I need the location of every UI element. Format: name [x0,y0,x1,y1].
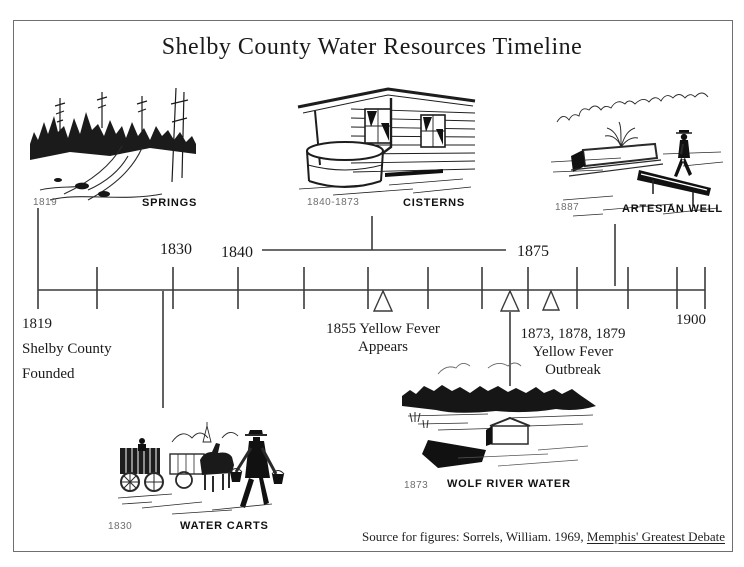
axis-label-1840: 1840 [221,244,253,261]
marker-1873-triangle [499,289,521,312]
water-cart-left [120,438,164,492]
water-carts-man [229,430,285,508]
springs-rocks [54,178,110,197]
artesian-well-illustration [550,92,724,217]
artesian-walking-man [674,130,692,177]
cisterns-illustration [297,87,476,196]
wolf-river-year-caption: 1873 [404,480,429,491]
wolf-river-jetty [422,440,486,468]
water-carts-illustration [117,422,285,515]
wolf-river-treeline [402,385,596,413]
founding-line-year: 1819 [22,316,52,332]
marker-1878-triangle [541,289,561,311]
water-carts-trees [171,422,239,443]
source-citation-work: Memphis' Greatest Debate [586,529,725,544]
water-carts-horse [200,443,234,492]
artesian-horizon [550,151,724,173]
page-border [13,20,733,552]
fever-1855-line2: Appears [358,339,408,355]
source-citation-text: Source for figures: Sorrels, William. 19… [362,529,587,544]
fever-outbreak-line3: Outbreak [545,362,601,378]
springs-year-caption: 1819 [33,197,58,208]
axis-label-1875: 1875 [517,243,549,260]
event-marker-triangles [372,289,561,312]
springs-illustration [30,87,196,201]
water-carts-ground [117,493,273,515]
water-cart-middle [169,453,205,489]
timeline-ticks [37,267,706,309]
fever-1855-annotation: 1855 Yellow Fever Appears [313,320,453,356]
fever-1855-line1: 1855 Yellow Fever [326,321,440,337]
marker-1855-triangle [372,289,394,312]
wolf-river-water-lines [407,413,594,431]
source-citation: Source for figures: Sorrels, William. 19… [362,529,725,545]
founding-line-founded: Founded [22,366,75,382]
artesian-skyline [556,92,709,123]
artesian-fountain [604,121,639,148]
springs-forest [30,87,196,183]
fever-outbreak-annotation: 1873, 1878, 1879 Yellow Fever Outbreak [503,325,643,379]
wolf-river-clouds [437,362,522,375]
wolf-river-grass [409,412,429,429]
cisterns-ground [298,169,472,196]
fever-outbreak-line1: 1873, 1878, 1879 [520,326,626,342]
axis-label-1830: 1830 [160,241,192,258]
cisterns-label: CISTERNS [403,197,466,209]
water-carts-year-caption: 1830 [108,521,133,532]
wolf-river-illustration [402,362,596,468]
fever-outbreak-line2: Yellow Fever [532,344,614,360]
founding-line-county: Shelby County [22,341,112,357]
cisterns-downspout [382,98,393,154]
artesian-trough [637,170,711,206]
springs-stream [39,145,163,201]
wolf-river-pumphouse [486,416,531,446]
water-carts-label: WATER CARTS [180,520,269,532]
cisterns-barrel [306,141,384,188]
cisterns-house [297,87,476,173]
page-title: Shelby County Water Resources Timeline [161,34,583,60]
artesian-label: ARTESIAN WELL [622,203,723,215]
founding-annotation: 1819 Shelby County Founded [22,312,112,387]
artesian-well-box [568,142,664,177]
springs-label: SPRINGS [142,197,198,209]
wolf-river-foreground [457,445,589,467]
axis-label-1900: 1900 [676,312,706,328]
artesian-year-caption: 1887 [555,202,580,213]
cisterns-year-caption: 1840-1873 [307,197,360,208]
artesian-ground [562,195,719,217]
wolf-river-label: WOLF RIVER WATER [447,478,571,490]
